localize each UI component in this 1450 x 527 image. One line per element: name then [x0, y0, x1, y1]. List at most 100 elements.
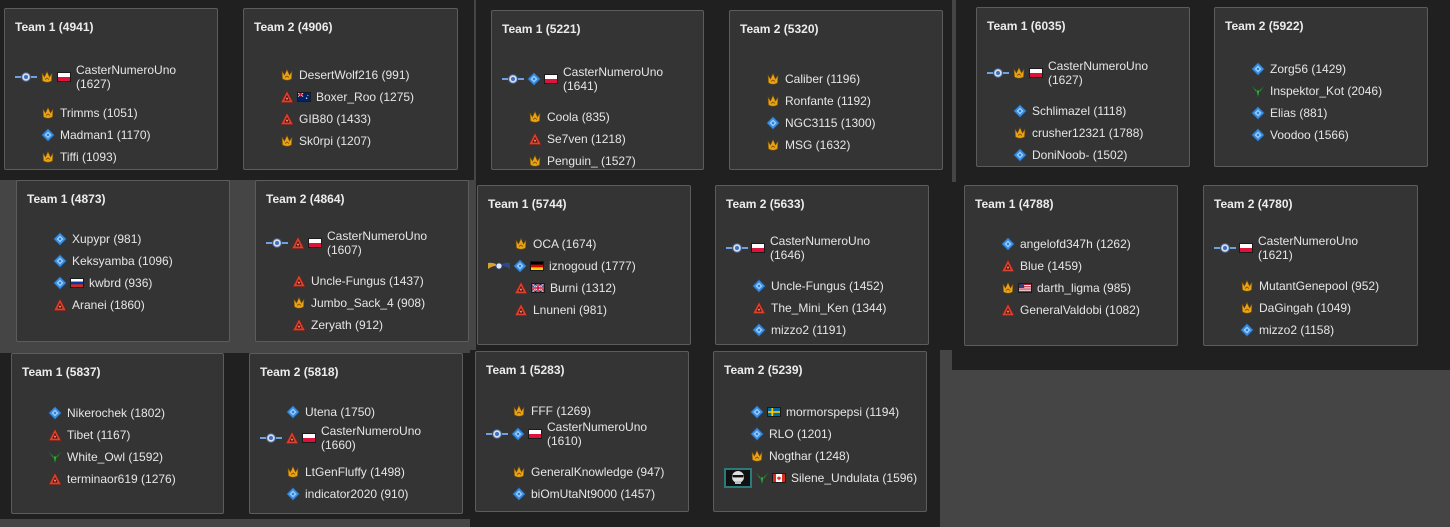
- player-row[interactable]: Blue (1459): [1001, 255, 1082, 277]
- player-row[interactable]: Tibet (1167): [48, 424, 130, 446]
- player-row[interactable]: CasterNumeroUno (1621): [1214, 231, 1358, 265]
- player-icons: [1240, 323, 1254, 337]
- red-faction-icon: [280, 90, 294, 104]
- team-card: Team 1 (5283) FFF (1269) CasterNumeroUno (1…: [475, 351, 689, 512]
- player-row[interactable]: The_Mini_Ken (1344): [752, 297, 886, 319]
- player-row[interactable]: darth_ligma (985): [1001, 277, 1131, 299]
- player-row[interactable]: Penguin_ (1527): [528, 150, 636, 172]
- player-row[interactable]: OCA (1674): [514, 233, 596, 255]
- player-row[interactable]: Zorg56 (1429): [1251, 58, 1346, 80]
- player-icons: [48, 472, 62, 486]
- player-row[interactable]: Uncle-Fungus (1437): [292, 270, 424, 292]
- player-row[interactable]: kwbrd (936): [53, 272, 152, 294]
- player-row[interactable]: Elias (881): [1251, 102, 1327, 124]
- gold-faction-icon: [750, 449, 764, 463]
- player-row[interactable]: Inspektor_Kot (2046): [1251, 80, 1382, 102]
- player-row[interactable]: CasterNumeroUno (1627): [15, 60, 176, 94]
- player-row[interactable]: Schlimazel (1118): [1013, 100, 1126, 122]
- gold-faction-icon: [766, 72, 780, 86]
- player-row[interactable]: CasterNumeroUno (1607): [266, 226, 427, 260]
- player-row[interactable]: CasterNumeroUno (1641): [502, 62, 663, 96]
- red-faction-icon: [292, 274, 306, 288]
- gold-faction-icon: [292, 296, 306, 310]
- player-row[interactable]: Sk0rpi (1207): [280, 130, 371, 152]
- player-row[interactable]: GIB80 (1433): [280, 108, 371, 130]
- player-row[interactable]: GeneralValdobi (1082): [1001, 299, 1140, 321]
- player-row[interactable]: Se7ven (1218): [528, 128, 626, 150]
- flag-canada: [772, 473, 786, 483]
- team-title: Team 2 (5818): [260, 365, 339, 379]
- team-title: Team 1 (6035): [987, 19, 1066, 33]
- player-row[interactable]: mizzo2 (1158): [1240, 319, 1334, 341]
- player-name: Boxer_Roo (1275): [316, 90, 415, 104]
- player-row[interactable]: DaGingah (1049): [1240, 297, 1351, 319]
- player-row[interactable]: terminaor619 (1276): [48, 468, 176, 490]
- player-row[interactable]: mormorspepsi (1194): [750, 401, 899, 423]
- player-row[interactable]: Nikerochek (1802): [48, 402, 165, 424]
- blue-faction-icon: [750, 427, 764, 441]
- player-row[interactable]: Madman1 (1170): [41, 124, 151, 146]
- player-row[interactable]: White_Owl (1592): [48, 446, 163, 468]
- player-row[interactable]: MutantGenepool (952): [1240, 275, 1379, 297]
- flag-poland: [57, 72, 71, 82]
- player-row[interactable]: Trimms (1051): [41, 102, 138, 124]
- player-name: Jumbo_Sack_4 (908): [311, 296, 426, 310]
- player-row[interactable]: FFF (1269): [512, 400, 591, 422]
- team-title: Team 1 (4941): [15, 20, 94, 34]
- player-row[interactable]: RLO (1201): [750, 423, 832, 445]
- player-row[interactable]: Boxer_Roo (1275): [280, 86, 414, 108]
- blue-faction-icon: [752, 279, 766, 293]
- player-row[interactable]: biOmUtaNt9000 (1457): [512, 483, 655, 505]
- player-name: Nikerochek (1802): [67, 406, 166, 420]
- player-row[interactable]: CasterNumeroUno (1610): [486, 417, 647, 451]
- player-icons: [48, 428, 62, 442]
- player-icons: [766, 138, 780, 152]
- player-name: Silene_Undulata (1596): [791, 471, 918, 485]
- player-row[interactable]: NGC3115 (1300): [766, 112, 876, 134]
- player-icons: [1214, 243, 1253, 253]
- player-row[interactable]: Silene_Undulata (1596): [724, 467, 917, 489]
- player-row[interactable]: Coola (835): [528, 106, 610, 128]
- player-row[interactable]: Uncle-Fungus (1452): [752, 275, 884, 297]
- player-row[interactable]: LtGenFluffy (1498): [286, 461, 405, 483]
- player-row[interactable]: Utena (1750): [286, 401, 375, 423]
- player-name: darth_ligma (985): [1037, 281, 1132, 295]
- player-row[interactable]: indicator2020 (910): [286, 483, 408, 505]
- team-card: Team 2 (5320) Caliber (1196) Ronfante (119…: [729, 10, 943, 170]
- red-faction-icon: [528, 132, 542, 146]
- player-row[interactable]: Jumbo_Sack_4 (908): [292, 292, 425, 314]
- player-row[interactable]: Voodoo (1566): [1251, 124, 1349, 146]
- player-row[interactable]: crusher12321 (1788): [1013, 122, 1143, 144]
- player-row[interactable]: MSG (1632): [766, 134, 850, 156]
- player-name: DesertWolf216 (991): [299, 68, 410, 82]
- green-faction-icon: [755, 471, 769, 485]
- player-row[interactable]: Tiffi (1093): [41, 146, 117, 168]
- player-row[interactable]: Aranei (1860): [53, 294, 145, 316]
- player-row[interactable]: CasterNumeroUno (1660): [260, 421, 421, 455]
- player-name: Lnuneni (981): [533, 303, 608, 317]
- player-row[interactable]: mizzo2 (1191): [752, 319, 846, 341]
- team-title: Team 2 (4864): [266, 192, 345, 206]
- player-row[interactable]: DesertWolf216 (991): [280, 64, 410, 86]
- red-faction-icon: [53, 298, 67, 312]
- player-icons: [750, 405, 781, 419]
- player-row[interactable]: Keksyamba (1096): [53, 250, 173, 272]
- team-title: Team 1 (5283): [486, 363, 565, 377]
- player-row[interactable]: Zeryath (912): [292, 314, 383, 336]
- player-name: CasterNumeroUno (1621): [1258, 234, 1359, 262]
- player-name: Uncle-Fungus (1437): [311, 274, 424, 288]
- player-row[interactable]: Caliber (1196): [766, 68, 860, 90]
- player-row[interactable]: angelofd347h (1262): [1001, 233, 1131, 255]
- player-row[interactable]: Nogthar (1248): [750, 445, 850, 467]
- player-row[interactable]: Xupypr (981): [53, 228, 141, 250]
- player-row[interactable]: Lnuneni (981): [514, 299, 607, 321]
- player-row[interactable]: GeneralKnowledge (947): [512, 461, 664, 483]
- player-row[interactable]: Burni (1312): [514, 277, 616, 299]
- player-name: Aranei (1860): [72, 298, 145, 312]
- player-row[interactable]: Ronfante (1192): [766, 90, 871, 112]
- player-row[interactable]: iznogoud (1777): [488, 255, 636, 277]
- player-name: indicator2020 (910): [305, 487, 409, 501]
- player-row[interactable]: CasterNumeroUno (1627): [987, 56, 1148, 90]
- player-row[interactable]: CasterNumeroUno (1646): [726, 231, 870, 265]
- player-row[interactable]: DoniNoob- (1502): [1013, 144, 1127, 166]
